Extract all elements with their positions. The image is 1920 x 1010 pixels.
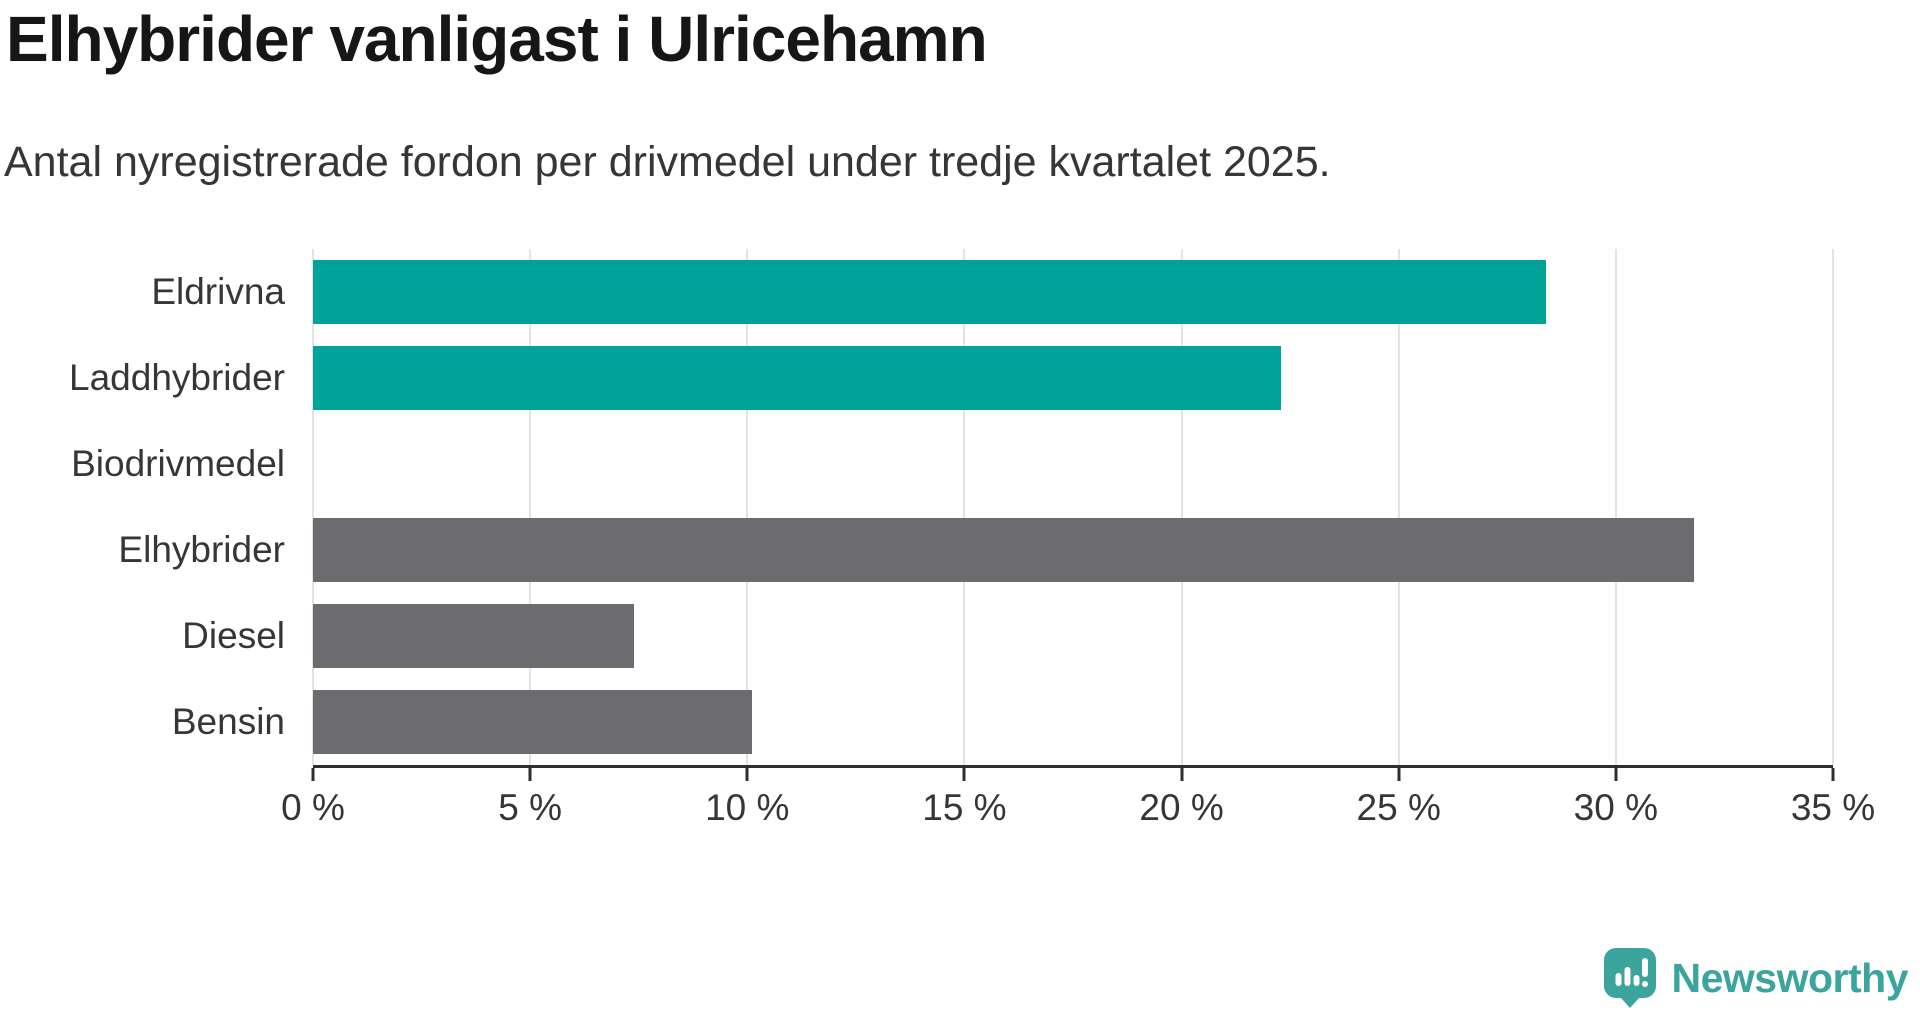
bar-elhybrider (313, 518, 1695, 582)
category-label: Eldrivna (151, 271, 285, 312)
x-axis-tick (311, 768, 315, 781)
gridline-0 (312, 249, 314, 765)
category-label: Bensin (171, 701, 285, 742)
x-axis-tick-label: 20 % (1139, 787, 1224, 828)
gridline-10 (746, 249, 749, 765)
x-axis-tick (1180, 768, 1184, 781)
bar-row: Bensin (172, 679, 1833, 765)
category-label: Diesel (182, 615, 285, 656)
x-axis-tick (745, 768, 749, 781)
bar-row: Diesel (182, 593, 1833, 679)
x-axis-tick-label: 35 % (1790, 787, 1876, 828)
x-axis-tick-label: 25 % (1356, 787, 1441, 828)
x-axis-tick-label: 15 % (922, 787, 1007, 828)
bar-row: Biodrivmedel (71, 421, 1833, 507)
x-axis-tick-label: 5 % (498, 787, 563, 828)
bar-row: Elhybrider (118, 507, 1833, 593)
x-axis-tick-label: 0 % (281, 787, 345, 828)
x-axis-tick (1831, 768, 1835, 781)
x-axis-tick-label: 30 % (1573, 787, 1659, 828)
bar-row: Eldrivna (151, 249, 1833, 335)
newsworthy-logo-text: Newsworthy (1671, 954, 1909, 1001)
x-axis-tick (1614, 768, 1618, 781)
gridline-15 (963, 249, 966, 765)
gridline-20 (1180, 249, 1183, 765)
chart-subtitle: Antal nyregistrerade fordon per drivmede… (4, 138, 1331, 186)
newsworthy-speech-bubble-chart-icon (1603, 948, 1656, 1008)
x-axis-tick-label: 10 % (705, 787, 790, 828)
category-label: Laddhybrider (69, 357, 285, 398)
bar-laddhybrider (313, 346, 1282, 410)
gridline-35 (1832, 249, 1834, 765)
newsworthy-logo: Newsworthy (1603, 948, 1909, 1008)
category-label: Elhybrider (118, 529, 285, 570)
x-axis-tick (528, 768, 532, 781)
gridline-30 (1614, 249, 1617, 765)
gridline-5 (529, 249, 532, 765)
gridline-25 (1397, 249, 1400, 765)
bar-row: Laddhybrider (69, 335, 1833, 421)
category-label: Biodrivmedel (71, 443, 285, 484)
bar-diesel (313, 604, 635, 668)
x-axis-tick (962, 768, 966, 781)
plot-area: Eldrivna Laddhybrider Biodrivmedel Elhybrid… (69, 249, 1875, 828)
bar-bensin (313, 690, 752, 754)
x-axis-tick (1397, 768, 1401, 781)
chart-title: Elhybrider vanligast i Ulricehamn (6, 3, 988, 75)
bar-eldrivna (313, 260, 1547, 324)
